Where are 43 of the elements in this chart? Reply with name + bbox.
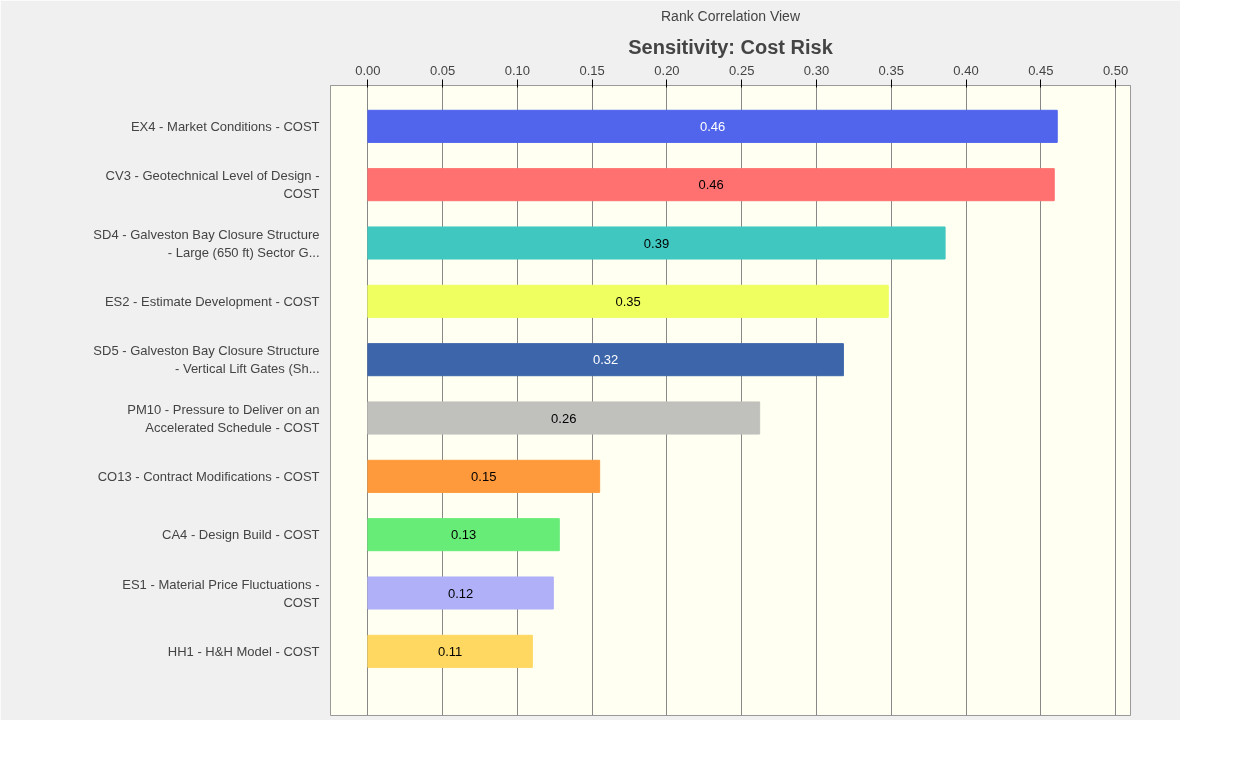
x-tick-label: 0.30 (803, 62, 830, 78)
y-tick-label: CA4 - Design Build - COST (162, 527, 320, 543)
y-tick-label: SD4 - Galveston Bay Closure Structure - Large (650 ft) Sector G... (93, 226, 320, 260)
y-tick-label: EX4 - Market Conditions - COST (130, 118, 320, 134)
chart-subtitle: Rank Correlation View (660, 7, 801, 24)
data-label: 0.35 (615, 293, 641, 309)
data-label: 0.32 (592, 352, 619, 368)
bar (367, 634, 533, 668)
y-tick-label: CO13 - Contract Modifications - COST (97, 468, 320, 484)
data-label: 0.26 (551, 410, 577, 426)
bar (367, 401, 761, 435)
bar (367, 518, 560, 552)
y-tick-label: ES2 - Estimate Development - COST (104, 293, 320, 309)
x-tick-label: 0.15 (579, 62, 605, 78)
bar (367, 284, 889, 318)
data-label: 0.12 (447, 585, 474, 601)
x-tick-label: 0.20 (654, 62, 680, 78)
y-tick-label: HH1 - H&H Model - COST (167, 643, 320, 659)
x-tick-label: 0.25 (729, 62, 755, 78)
x-tick-label: 0.10 (504, 62, 531, 78)
y-tick-label: ES1 - Material Price Fluctuations - COST (122, 576, 320, 610)
y-tick-label: PM10 - Pressure to Deliver on an Accelerated Schedule - COST (127, 401, 320, 435)
bar (367, 459, 601, 493)
bar (367, 576, 554, 610)
y-tick-label: CV3 - Geotechnical Level of Design - COST (105, 168, 320, 202)
y-tick-label: SD5 - Galveston Bay Closure Structure - Vertical Lift Gates (Sh... (93, 343, 320, 377)
x-tick-label: 0.45 (1028, 62, 1054, 78)
x-tick-label: 0.50 (1102, 62, 1129, 78)
data-label: 0.13 (450, 527, 477, 543)
x-tick-label: 0.05 (430, 62, 456, 78)
data-label: 0.46 (698, 177, 724, 193)
data-label: 0.39 (643, 235, 670, 251)
data-label: 0.46 (699, 118, 726, 134)
x-tick-label: 0.00 (355, 62, 381, 78)
bar (367, 168, 1055, 202)
data-label: 0.11 (437, 643, 463, 659)
x-tick-label: 0.40 (953, 62, 979, 78)
bar (367, 109, 1058, 143)
data-label: 0.15 (471, 468, 497, 484)
bar (367, 226, 946, 260)
x-tick-label: 0.35 (878, 62, 904, 78)
bar (367, 343, 844, 377)
chart-title: Sensitivity: Cost Risk (628, 35, 834, 58)
